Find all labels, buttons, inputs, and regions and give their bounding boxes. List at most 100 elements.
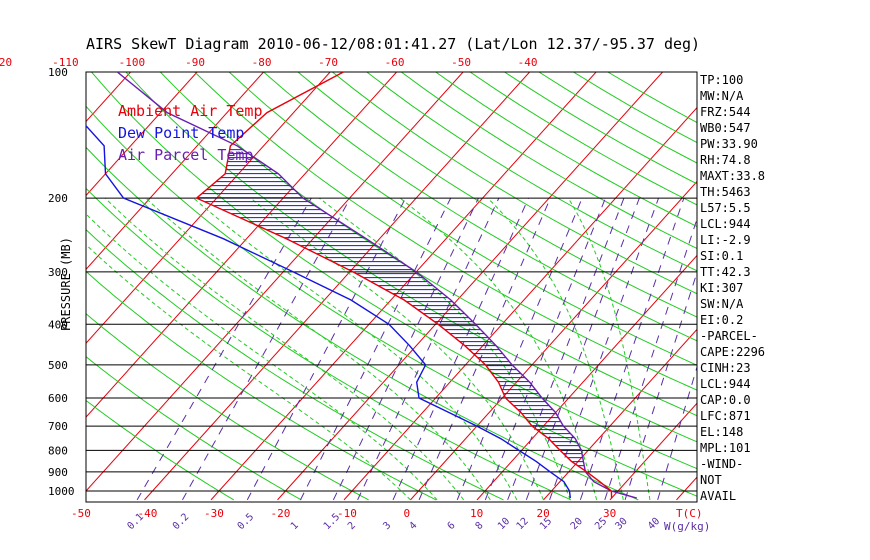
dry-adiabat-line <box>86 356 302 501</box>
dry-adiabat-line <box>86 146 639 501</box>
cape-shading <box>197 149 585 467</box>
temp-top-tick: -60 <box>385 56 405 69</box>
pressure-tick-label: 400 <box>48 318 68 331</box>
mixing-ratio-tick: 4 <box>407 520 419 532</box>
stat-line: MPL:101 <box>700 441 751 455</box>
moist-adiabat-line <box>86 244 411 501</box>
stat-line: TP:100 <box>700 73 744 87</box>
temp-top-tick: -110 <box>52 56 79 69</box>
mixing-ratio-tick: 0.2 <box>171 512 192 533</box>
stat-line: EL:148 <box>700 425 744 439</box>
dry-adiabat-line <box>401 72 697 250</box>
dry-adiabat-line <box>91 72 697 470</box>
isotherm-line <box>144 72 530 501</box>
dry-adiabat-line <box>228 72 697 366</box>
legend-dewpoint-label: Dew Point Temp <box>118 124 245 142</box>
temp-bottom-tick: 30 <box>603 507 616 520</box>
stat-line: CAP:0.0 <box>700 393 751 407</box>
mixing-ratio-line <box>657 365 697 501</box>
mixing-ratio-line <box>549 197 660 501</box>
temp-top-tick: -70 <box>318 56 338 69</box>
y-axis-label: PRESSURE (MB) <box>59 237 73 331</box>
stat-line: CINH:23 <box>700 361 751 375</box>
mixing-ratio-line <box>182 197 351 501</box>
legend-ambient-label: Ambient Air Temp <box>118 102 263 120</box>
isotherm-line <box>86 72 264 271</box>
moist-adiabat-line <box>250 197 544 501</box>
stat-line: LCL:944 <box>700 217 751 231</box>
mixing-ratio-line <box>300 197 452 501</box>
isotherm-line <box>86 72 198 197</box>
stat-line: SI:0.1 <box>700 249 744 263</box>
legend-parcel: Air Parcel Temp <box>118 146 253 164</box>
mixing-ratio-line <box>604 217 697 501</box>
temp-top-tick: -50 <box>451 56 471 69</box>
stat-line: TH:5463 <box>700 185 751 199</box>
stat-line: NOT <box>700 473 722 487</box>
mixing-ratio-line <box>624 270 697 501</box>
temp-bottom-tick: 10 <box>470 507 483 520</box>
mixing-ratio-line <box>456 197 583 501</box>
temp-bottom-tick: 20 <box>537 507 550 520</box>
mixing-ratio-tick: 3 <box>381 520 393 532</box>
stat-line: LFC:871 <box>700 409 751 423</box>
mixing-ratio-line <box>136 197 312 501</box>
dry-adiabat-line <box>86 313 369 501</box>
stat-line: CAPE:2296 <box>700 345 766 359</box>
dry-adiabat-line <box>86 229 504 501</box>
temp-top-tick: -40 <box>518 56 538 69</box>
mixing-ratio-tick: 12 <box>515 516 531 532</box>
moist-adiabat-line <box>104 197 465 501</box>
dewpoint-profile-line <box>86 124 571 499</box>
stats-panel: TP:100 MW:N/A FRZ:544 WB0:547 PW:33.90 RH:74.… <box>700 72 765 504</box>
pressure-tick-label: 300 <box>48 266 68 279</box>
isotherm-line <box>86 72 331 344</box>
mixing-ratio-tick: 1 <box>289 520 301 532</box>
legend-ambient: Ambient Air Temp <box>118 102 263 120</box>
temp-bottom-tick: 0 <box>404 507 411 520</box>
dry-adiabat-line <box>125 72 697 443</box>
pressure-tick-label: 500 <box>48 359 68 372</box>
stat-line: MW:N/A <box>700 89 744 103</box>
moist-adiabat-line <box>86 213 438 501</box>
stat-line: TT:42.3 <box>700 265 751 279</box>
pressure-tick-label: 1000 <box>48 485 75 498</box>
stat-line: KI:307 <box>700 281 744 295</box>
profile-series <box>86 72 637 499</box>
temp-bottom-tick: -10 <box>337 507 357 520</box>
mixing-ratio-line <box>332 197 479 501</box>
pressure-tick-label: 800 <box>48 444 68 457</box>
isotherm-line <box>609 402 697 501</box>
isotherm-line <box>277 72 663 501</box>
mixing-ratio-tick: 40 <box>646 516 662 532</box>
stat-line: -PARCEL- <box>700 329 758 343</box>
stat-line: MAXT:33.8 <box>700 169 766 183</box>
dry-adiabat-line <box>86 187 572 501</box>
stat-line: WB0:547 <box>700 121 751 135</box>
temp-bottom-tick: -20 <box>271 507 291 520</box>
dry-adiabat-line <box>86 105 697 497</box>
mixing-ratio-tick: 6 <box>446 520 458 532</box>
temp-bottom-tick: -30 <box>204 507 224 520</box>
mixing-ratio-tick: 10 <box>496 516 512 532</box>
dry-adiabat-line <box>366 72 697 272</box>
stat-line: FRZ:544 <box>700 105 751 119</box>
mixing-ratio-tick: 8 <box>474 520 486 532</box>
temp-bottom-tick: -50 <box>71 507 91 520</box>
mixing-ratio-tick: 2 <box>346 520 358 532</box>
isotherm-line <box>543 328 697 501</box>
isotherm-line <box>476 254 697 501</box>
stat-line: LI:-2.9 <box>700 233 751 247</box>
mixing-ratio-tick: 0.5 <box>236 512 257 533</box>
dry-adiabat-line <box>194 72 697 391</box>
legend-parcel-label: Air Parcel Temp <box>118 146 254 164</box>
parcel-profile-line <box>116 72 637 499</box>
mixing-ratio-line <box>246 197 407 501</box>
temp-top-tick: -120 <box>0 56 12 69</box>
ambient-profile-line <box>195 72 613 499</box>
pressure-tick-label: 900 <box>48 466 68 479</box>
chart-grid <box>86 72 697 501</box>
dry-adiabat-line <box>504 72 697 185</box>
